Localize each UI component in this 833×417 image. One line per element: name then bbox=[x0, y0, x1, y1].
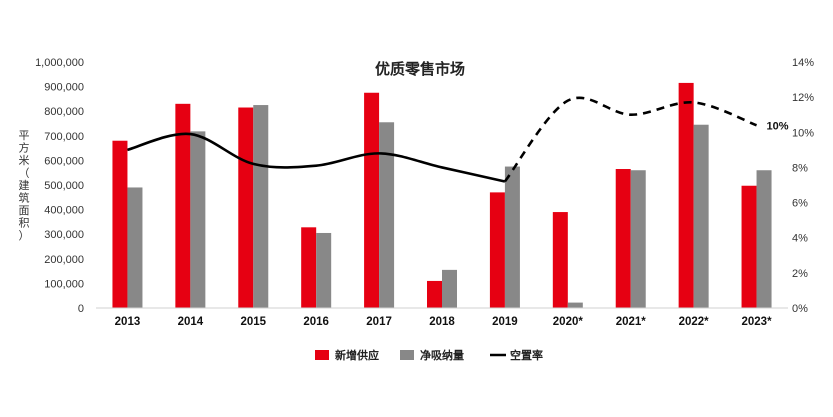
vacancy-line-solid bbox=[127, 132, 506, 183]
x-tick-label: 2015 bbox=[240, 316, 266, 328]
x-tick-label: 2022* bbox=[679, 316, 710, 328]
y-axis-label-char: 积 bbox=[19, 217, 30, 230]
absorption-bar bbox=[756, 170, 772, 308]
y-tick-label: 500,000 bbox=[44, 180, 84, 192]
absorption-bar bbox=[316, 232, 332, 308]
y2-tick-label: 10% bbox=[792, 127, 814, 139]
x-tick-label: 2016 bbox=[303, 316, 329, 328]
y-tick-label: 200,000 bbox=[44, 254, 84, 266]
y-axis-label-char: 建 bbox=[19, 178, 30, 192]
absorption-bar bbox=[693, 124, 709, 308]
absorption-bar bbox=[630, 170, 646, 308]
y-tick-label: 800,000 bbox=[44, 106, 84, 118]
supply-bar bbox=[112, 140, 128, 308]
legend-swatch bbox=[400, 350, 414, 360]
absorption-bar bbox=[567, 302, 583, 308]
supply-bar bbox=[678, 82, 694, 308]
supply-bar bbox=[301, 227, 317, 308]
x-tick-label: 2019 bbox=[492, 316, 518, 328]
y-axis-label-char: ） bbox=[19, 229, 30, 242]
vacancy-data-label: 10% bbox=[767, 120, 789, 132]
bars bbox=[112, 82, 772, 309]
y-tick-label: 0 bbox=[78, 303, 84, 315]
supply-bar bbox=[364, 92, 380, 308]
legend-swatch bbox=[315, 350, 329, 360]
y2-tick-label: 12% bbox=[792, 92, 814, 104]
y-axis-label-char: 平 bbox=[19, 129, 30, 142]
y-axis-label-char: （ bbox=[19, 167, 30, 180]
y-axis-label-char: 米 bbox=[19, 154, 30, 167]
y-tick-label: 700,000 bbox=[44, 131, 84, 143]
vacancy-line bbox=[127, 96, 758, 183]
x-tick-label: 2020* bbox=[553, 316, 584, 328]
supply-bar bbox=[552, 212, 568, 308]
absorption-bar bbox=[442, 269, 457, 308]
y-axis-label-char: 方 bbox=[19, 141, 30, 155]
legend-label: 净吸纳量 bbox=[420, 348, 464, 362]
supply-bar bbox=[741, 185, 757, 308]
x-tick-label: 2021* bbox=[616, 316, 647, 328]
absorption-bar bbox=[253, 105, 269, 308]
y2-tick-label: 14% bbox=[792, 57, 814, 69]
absorption-bar bbox=[190, 131, 206, 308]
chart-title: 优质零售市场 bbox=[375, 60, 465, 78]
x-tick-label: 2023* bbox=[742, 316, 773, 328]
x-tick-label: 2013 bbox=[115, 316, 141, 328]
y-axis-ticks: 0 100,000 200,000 300,000 400,000 500,000 600,… bbox=[35, 57, 84, 315]
x-axis-ticks: 2013 2014 2015 2016 2017 2018 2019 2020* 2021* 20… bbox=[115, 316, 772, 328]
supply-bar bbox=[615, 169, 631, 308]
x-tick-label: 2018 bbox=[429, 316, 455, 328]
y-tick-label: 300,000 bbox=[44, 229, 84, 241]
absorption-bar bbox=[504, 166, 520, 308]
absorption-bar bbox=[379, 122, 395, 309]
supply-bar bbox=[427, 280, 442, 308]
y-tick-label: 1,000,000 bbox=[35, 57, 84, 69]
x-tick-label: 2014 bbox=[178, 316, 204, 328]
y2-tick-label: 0% bbox=[792, 303, 808, 315]
supply-bar bbox=[175, 103, 191, 308]
absorption-bar bbox=[127, 187, 143, 308]
y2-tick-label: 8% bbox=[792, 162, 808, 174]
y2-tick-label: 2% bbox=[792, 268, 808, 280]
y-tick-label: 400,000 bbox=[44, 205, 84, 217]
legend-label: 空置率 bbox=[510, 348, 543, 362]
x-tick-label: 2017 bbox=[366, 316, 392, 328]
vacancy-line-forecast bbox=[503, 96, 758, 183]
supply-bar bbox=[238, 107, 254, 308]
y2-tick-label: 6% bbox=[792, 198, 808, 210]
legend: 新增供应 净吸纳量 空置率 bbox=[315, 348, 543, 362]
y-axis-label-char: 筑 bbox=[19, 191, 30, 205]
y-tick-label: 900,000 bbox=[44, 82, 84, 94]
supply-bar bbox=[489, 192, 505, 308]
y-tick-label: 100,000 bbox=[44, 278, 84, 290]
y-tick-label: 600,000 bbox=[44, 155, 84, 167]
legend-label: 新增供应 bbox=[335, 348, 379, 362]
y2-tick-label: 4% bbox=[792, 233, 808, 245]
annotations: 10% bbox=[767, 120, 789, 132]
y2-axis-ticks: 0% 2% 4% 6% 8% 10% 12% 14% bbox=[792, 57, 814, 315]
y-axis-label-char: 面 bbox=[19, 204, 30, 217]
